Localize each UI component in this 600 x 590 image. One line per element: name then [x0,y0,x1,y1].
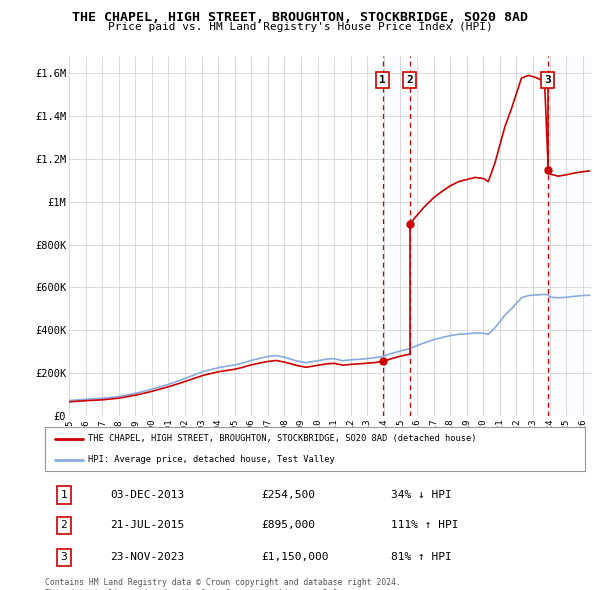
Text: 3: 3 [545,74,551,84]
Text: 34% ↓ HPI: 34% ↓ HPI [391,490,451,500]
Text: Contains HM Land Registry data © Crown copyright and database right 2024.
This d: Contains HM Land Registry data © Crown c… [45,578,401,590]
Text: £895,000: £895,000 [261,520,315,530]
Text: 81% ↑ HPI: 81% ↑ HPI [391,552,451,562]
Text: £1,150,000: £1,150,000 [261,552,329,562]
Bar [548,56,591,416]
Text: 2: 2 [406,74,413,84]
Text: 1: 1 [61,490,67,500]
Text: 21-JUL-2015: 21-JUL-2015 [110,520,184,530]
Bar [548,56,591,416]
Text: HPI: Average price, detached house, Test Valley: HPI: Average price, detached house, Test… [88,455,335,464]
Text: 3: 3 [61,552,67,562]
Text: 111% ↑ HPI: 111% ↑ HPI [391,520,458,530]
Text: 03-DEC-2013: 03-DEC-2013 [110,490,184,500]
Text: THE CHAPEL, HIGH STREET, BROUGHTON, STOCKBRIDGE, SO20 8AD: THE CHAPEL, HIGH STREET, BROUGHTON, STOC… [72,11,528,24]
Text: 1: 1 [379,74,386,84]
Bar [383,56,410,416]
Text: 2: 2 [61,520,67,530]
Text: £254,500: £254,500 [261,490,315,500]
Text: THE CHAPEL, HIGH STREET, BROUGHTON, STOCKBRIDGE, SO20 8AD (detached house): THE CHAPEL, HIGH STREET, BROUGHTON, STOC… [88,434,476,444]
Text: 23-NOV-2023: 23-NOV-2023 [110,552,184,562]
Text: Price paid vs. HM Land Registry's House Price Index (HPI): Price paid vs. HM Land Registry's House … [107,22,493,32]
